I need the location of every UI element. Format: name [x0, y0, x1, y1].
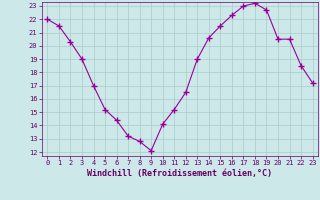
X-axis label: Windchill (Refroidissement éolien,°C): Windchill (Refroidissement éolien,°C): [87, 169, 273, 178]
